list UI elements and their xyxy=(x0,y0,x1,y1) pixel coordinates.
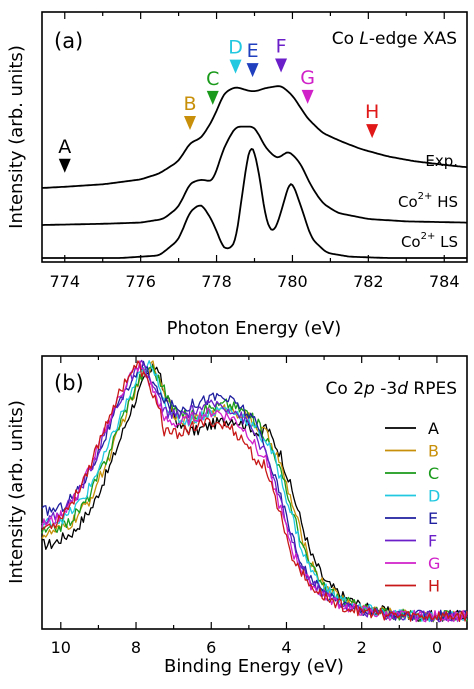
legend-label: E xyxy=(428,509,438,528)
panel-b-title-part-4: d xyxy=(397,379,408,399)
ls-tail: LS xyxy=(435,233,458,251)
legend-label: G xyxy=(428,554,440,573)
marker-arrow xyxy=(183,116,196,131)
hs-base: Co xyxy=(398,193,418,211)
b-x-tick-label: 4 xyxy=(281,638,291,657)
xas-series-1 xyxy=(42,125,467,226)
marker-arrow xyxy=(246,63,259,78)
b-x-tick-label: 10 xyxy=(51,638,71,657)
marker-label: H xyxy=(365,101,379,123)
panel-a-title: Co L-edge XAS xyxy=(332,29,457,49)
rpes-series-b xyxy=(41,360,468,622)
panel-a-label: (a) xyxy=(54,29,83,53)
panel-a-series-label-ls: Co2+ LS xyxy=(401,231,458,251)
panel-a-title-part-3: -edge XAS xyxy=(369,29,457,49)
legend-label: C xyxy=(428,464,439,483)
ls-base: Co xyxy=(401,233,421,251)
a-x-tick-label: 778 xyxy=(201,272,232,291)
legend-item-d: D xyxy=(385,487,440,506)
marker-arrow xyxy=(301,89,314,104)
marker-e: E xyxy=(246,40,259,78)
panel-b-plot-area xyxy=(41,355,468,630)
panel-a-x-ticks: 774 776 778 780 782 784 xyxy=(49,12,460,291)
legend-item-a: A xyxy=(385,419,439,438)
marker-arrow xyxy=(229,59,242,74)
panel-b-label: (b) xyxy=(54,371,84,395)
marker-label: C xyxy=(206,68,219,90)
b-x-tick-label: 0 xyxy=(432,638,442,657)
panel-b-title-part-2: p xyxy=(363,379,375,399)
panel-a-title-part-1: Co xyxy=(332,29,360,49)
marker-arrow xyxy=(58,158,71,173)
marker-label: A xyxy=(58,136,71,158)
panel-b-title-part-1: Co 2 xyxy=(326,379,365,399)
panel-a-spectra xyxy=(42,85,468,259)
marker-a: A xyxy=(58,136,71,173)
legend-item-e: E xyxy=(385,509,438,528)
legend-label: A xyxy=(428,419,439,438)
marker-h: H xyxy=(365,101,379,139)
marker-c: C xyxy=(206,68,219,105)
panel-b-title: Co 2p -3d RPES xyxy=(326,379,457,399)
panel-b-title-part-3: -3 xyxy=(375,379,397,399)
marker-f: F xyxy=(275,36,288,73)
rpes-series-f xyxy=(41,359,468,623)
legend-item-h: H xyxy=(385,577,440,596)
marker-b: B xyxy=(183,93,197,131)
panel-a-xlabel: Photon Energy (eV) xyxy=(167,318,342,339)
legend-item-c: C xyxy=(385,464,439,483)
panel-a-ylabel: Intensity (arb. units) xyxy=(6,45,27,229)
panel-a-series-label-exp: Exp. xyxy=(425,152,458,170)
rpes-series-c xyxy=(41,365,468,622)
rpes-series-e xyxy=(41,360,468,622)
rpes-series-h xyxy=(41,360,468,623)
rpes-series-g xyxy=(41,360,468,623)
panel-b-x-ticks: 10 8 6 4 2 0 xyxy=(51,356,442,657)
legend-label: D xyxy=(428,487,440,506)
legend-item-b: B xyxy=(385,442,439,461)
b-x-tick-label: 6 xyxy=(206,638,216,657)
a-x-tick-label: 776 xyxy=(125,272,156,291)
b-x-tick-label: 2 xyxy=(357,638,367,657)
marker-label: F xyxy=(276,36,287,58)
marker-d: D xyxy=(228,37,243,74)
legend-label: F xyxy=(428,532,437,551)
xas-series-2 xyxy=(42,148,467,259)
marker-g: G xyxy=(300,67,315,104)
panel-b-xlabel: Binding Energy (eV) xyxy=(164,656,344,677)
panel-a-title-part-2: L xyxy=(359,29,368,49)
panel-b-title-part-5: RPES xyxy=(408,379,457,399)
legend-label: H xyxy=(428,577,440,596)
a-x-tick-label: 780 xyxy=(277,272,308,291)
marker-label: B xyxy=(183,93,196,115)
marker-label: G xyxy=(300,67,315,89)
rpes-series-a xyxy=(41,363,468,623)
marker-label: E xyxy=(247,40,259,62)
hs-tail: HS xyxy=(432,193,458,211)
marker-label: D xyxy=(228,37,243,59)
a-x-tick-label: 782 xyxy=(353,272,384,291)
legend-label: B xyxy=(428,442,439,461)
panel-a-xas: (a) Co L-edge XAS 774 776 778 780 782 784 ABC… xyxy=(6,11,468,339)
hs-sup: 2+ xyxy=(418,191,433,202)
panel-b-ylabel: Intensity (arb. units) xyxy=(6,400,27,584)
b-x-tick-label: 8 xyxy=(131,638,141,657)
a-x-tick-label: 774 xyxy=(49,272,80,291)
marker-arrow xyxy=(275,58,288,73)
panel-b-spectra xyxy=(41,359,468,623)
xas-series-0 xyxy=(42,85,468,189)
legend-item-g: G xyxy=(385,554,440,573)
legend-item-f: F xyxy=(385,532,437,551)
marker-arrow xyxy=(366,124,379,139)
a-x-tick-label: 784 xyxy=(429,272,460,291)
marker-arrow xyxy=(206,90,219,105)
rpes-series-d xyxy=(41,360,468,623)
panel-a-markers: A BCD E FG H xyxy=(58,36,379,173)
ls-sup: 2+ xyxy=(421,231,436,242)
panel-a-series-label-hs: Co2+ HS xyxy=(398,191,458,211)
